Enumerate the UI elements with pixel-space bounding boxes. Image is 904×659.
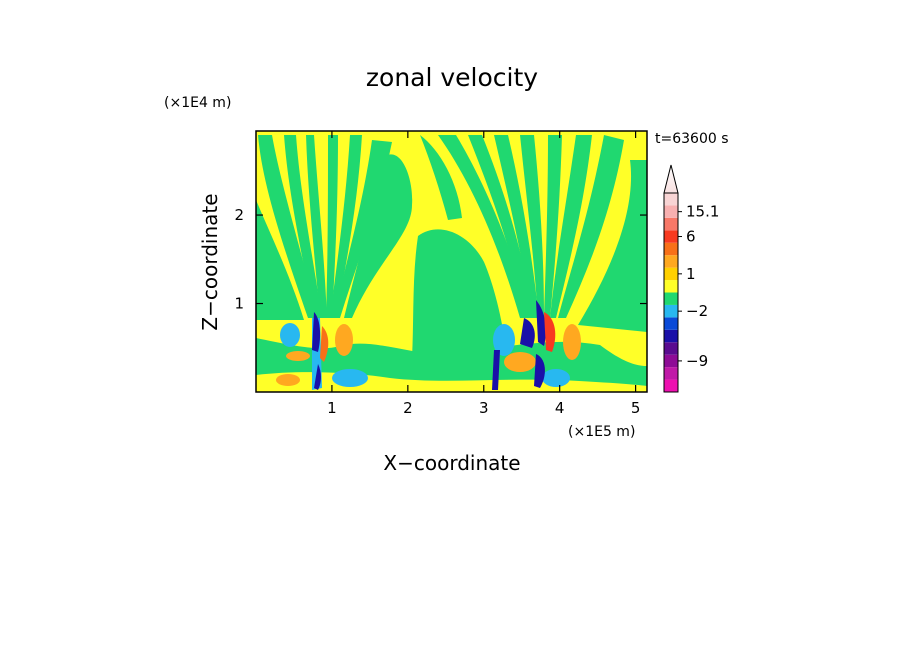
x-tick-label: 2: [403, 399, 413, 417]
orange-core: [286, 351, 310, 361]
colorbar-label: 15.1: [686, 203, 719, 221]
green-lobe: [412, 229, 505, 358]
colorbar: 15.1 6 1 −2 −9: [663, 164, 719, 393]
chart-title: zonal velocity: [366, 63, 538, 92]
green-streak: [520, 135, 544, 318]
colorbar-label: 6: [686, 228, 696, 246]
colorbar-swatch: [664, 304, 678, 318]
colorbar-swatch: [664, 317, 678, 330]
colorbar-label: 1: [686, 265, 696, 283]
blue-core: [536, 300, 546, 346]
colorbar-swatch: [664, 242, 678, 256]
red-core: [320, 326, 329, 362]
colorbar-swatch: [664, 193, 678, 206]
colorbar-swatch: [664, 217, 678, 231]
green-streak: [558, 135, 624, 318]
orange-core: [504, 352, 536, 372]
green-streak: [420, 135, 462, 220]
colorbar-swatch: [664, 342, 678, 355]
x-tick-label: 4: [555, 399, 565, 417]
red-core: [544, 312, 556, 352]
green-streak: [544, 135, 562, 318]
colorbar-swatch: [664, 354, 678, 368]
colorbar-swatch: [664, 329, 678, 343]
colorbar-frame: [663, 192, 679, 393]
green-streak: [468, 135, 534, 318]
colorbar-swatch: [664, 367, 678, 380]
green-streak: [306, 135, 327, 318]
plot-field: [256, 131, 647, 392]
orange-core: [335, 324, 353, 356]
colorbar-swatch: [664, 379, 678, 392]
y-axis: 12: [234, 206, 647, 313]
colorbar-swatch: [664, 230, 678, 243]
y-axis-label: Z−coordinate: [198, 193, 222, 330]
colorbar-label: −2: [686, 302, 708, 320]
green-streak: [258, 135, 318, 318]
colorbar-swatch: [664, 267, 678, 281]
colorbar-swatch: [664, 255, 678, 268]
blue-column: [492, 350, 500, 390]
time-label: t=63600 s: [655, 131, 729, 147]
x-tick-label: 5: [631, 399, 641, 417]
colorbar-swatch: [664, 205, 678, 218]
y-tick-label: 2: [234, 206, 244, 224]
green-streak: [550, 135, 592, 318]
green-streak: [284, 135, 322, 318]
colorbar-swatch: [664, 292, 678, 305]
colorbar-swatch: [664, 280, 678, 293]
cyan-core: [280, 323, 300, 347]
blue-core: [314, 364, 321, 390]
orange-core: [276, 374, 300, 386]
green-streak: [438, 135, 530, 318]
green-streak: [330, 135, 362, 318]
x-axis-label: X−coordinate: [383, 451, 520, 475]
blue-core: [312, 312, 321, 352]
x-scale-label: (×1E5 m): [568, 424, 635, 440]
cyan-core: [542, 369, 570, 387]
cyan-core: [493, 324, 515, 356]
cyan-core: [332, 369, 368, 387]
green-patch: [578, 160, 647, 332]
green-streak: [326, 135, 338, 318]
x-tick-label: 3: [479, 399, 489, 417]
colorbar-arrow: [663, 164, 679, 194]
green-streak: [494, 135, 539, 318]
plot-frame: [255, 130, 648, 393]
x-tick-label: 1: [327, 399, 337, 417]
blue-core: [534, 354, 545, 388]
green-streak: [344, 154, 413, 318]
y-tick-label: 1: [234, 295, 244, 313]
x-axis: 1 2 3 4 5: [327, 131, 640, 417]
blue-core: [520, 318, 535, 348]
orange-core: [563, 324, 581, 360]
green-patch: [256, 200, 304, 320]
colorbar-label: −9: [686, 352, 708, 370]
y-scale-label: (×1E4 m): [164, 95, 231, 111]
